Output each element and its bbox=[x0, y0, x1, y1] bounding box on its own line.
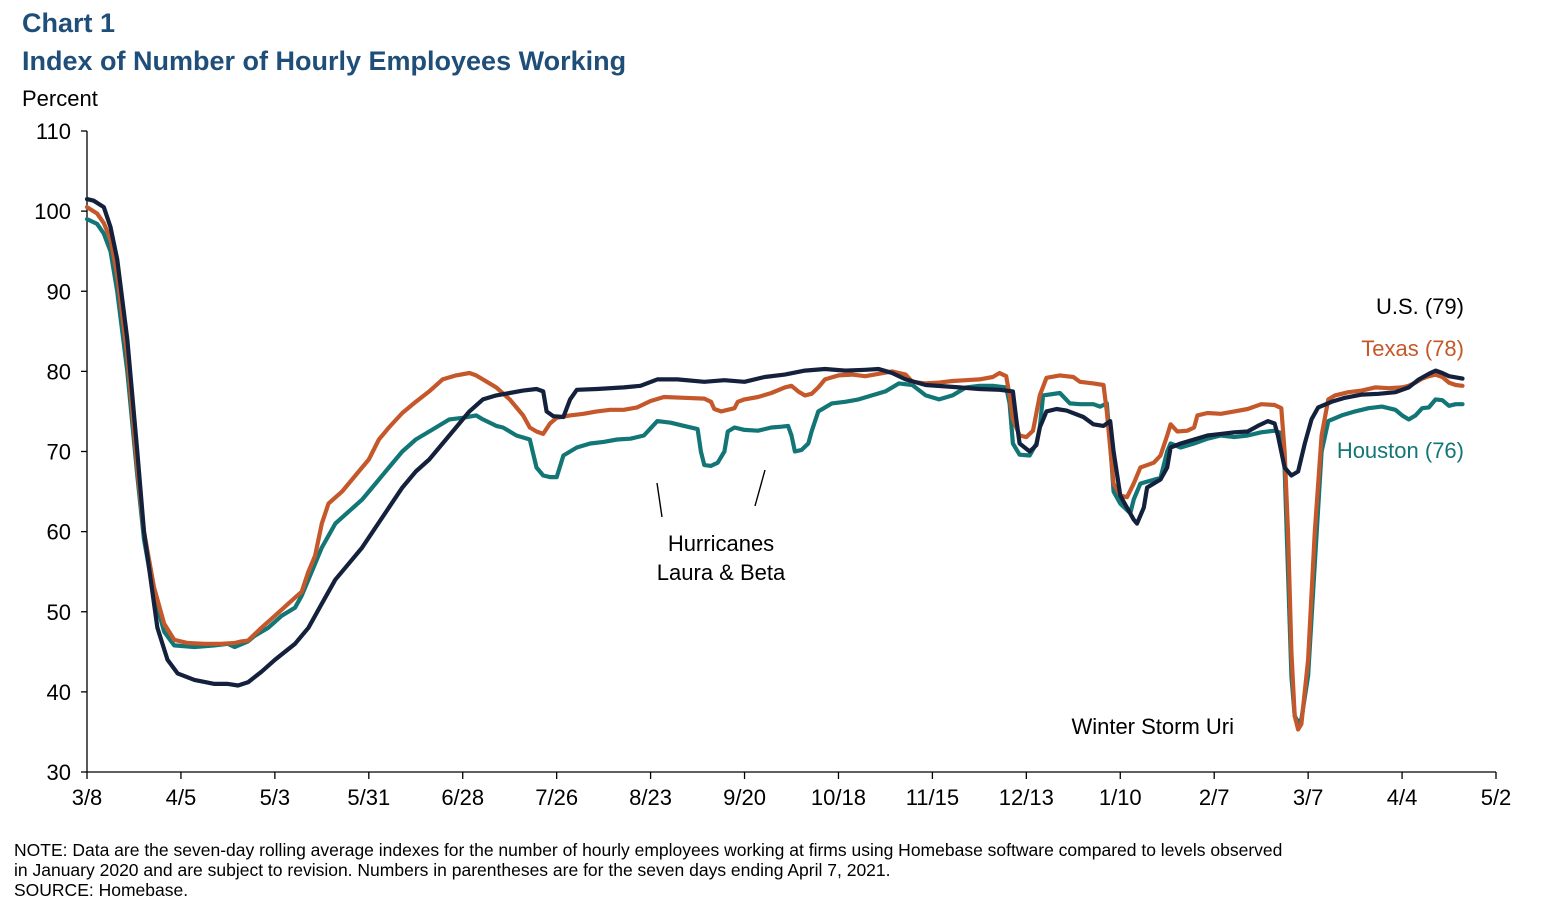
chart-notes: NOTE: Data are the seven-day rolling ave… bbox=[14, 840, 1544, 900]
x-tick-label: 5/2 bbox=[1481, 785, 1512, 810]
y-tick-label: 110 bbox=[36, 119, 71, 144]
hurricane-pointer-laura bbox=[656, 482, 663, 518]
x-tick-label: 2/7 bbox=[1199, 785, 1230, 810]
y-tick-label: 90 bbox=[47, 279, 71, 304]
note-line-1: NOTE: Data are the seven-day rolling ave… bbox=[14, 840, 1283, 860]
note-line-2: in January 2020 and are subject to revis… bbox=[14, 860, 891, 880]
x-tick-label: 4/4 bbox=[1387, 785, 1418, 810]
hurricane-label-line-2: Laura & Beta bbox=[657, 560, 786, 585]
series-layer bbox=[84, 197, 1465, 732]
series-line-texas bbox=[84, 205, 1465, 732]
x-tick-label: 4/5 bbox=[166, 785, 197, 810]
hurricane-pointer-beta bbox=[754, 469, 766, 507]
hurricane-label-line-1: Hurricanes bbox=[668, 531, 774, 556]
x-tick-label: 1/10 bbox=[1099, 785, 1142, 810]
series-label-us: U.S. (79) bbox=[1376, 294, 1464, 319]
annotations: Hurricanes Laura & Beta Winter Storm Uri bbox=[656, 469, 1234, 739]
x-tick-label: 3/7 bbox=[1293, 785, 1324, 810]
chart-title: Index of Number of Hourly Employees Work… bbox=[22, 46, 627, 76]
y-tick-label: 60 bbox=[47, 520, 71, 545]
y-tick-label: 30 bbox=[47, 760, 71, 785]
x-tick-label: 7/26 bbox=[535, 785, 578, 810]
chart-number: Chart 1 bbox=[22, 8, 116, 38]
x-tick-label: 5/31 bbox=[347, 785, 390, 810]
winter-storm-label: Winter Storm Uri bbox=[1071, 714, 1234, 739]
series-labels: U.S. (79) Texas (78) Houston (76) bbox=[1337, 294, 1464, 463]
x-tick-label: 10/18 bbox=[811, 785, 866, 810]
y-axis-label: Percent bbox=[22, 86, 98, 111]
x-tick-label: 6/28 bbox=[441, 785, 484, 810]
x-tick-label: 11/15 bbox=[906, 785, 959, 810]
y-tick-label: 50 bbox=[47, 600, 71, 625]
y-tick-label: 100 bbox=[34, 199, 71, 224]
series-label-texas: Texas (78) bbox=[1361, 336, 1464, 361]
source-line: SOURCE: Homebase. bbox=[14, 880, 189, 900]
chart-axes: 30 40 50 60 70 80 90 100 110 3/8 4/5 5/3 5/31 6/28 7/2… bbox=[34, 119, 1511, 810]
y-tick-label: 80 bbox=[47, 359, 71, 384]
x-tick-label: 9/20 bbox=[723, 785, 766, 810]
series-label-houston: Houston (76) bbox=[1337, 438, 1464, 463]
x-tick-label: 8/23 bbox=[629, 785, 672, 810]
x-tick-label: 5/3 bbox=[260, 785, 291, 810]
series-line-us bbox=[84, 197, 1465, 688]
y-tick-label: 70 bbox=[47, 440, 71, 465]
x-tick-label: 12/13 bbox=[999, 785, 1054, 810]
x-tick-label: 3/8 bbox=[72, 785, 103, 810]
y-tick-label: 40 bbox=[47, 680, 71, 705]
